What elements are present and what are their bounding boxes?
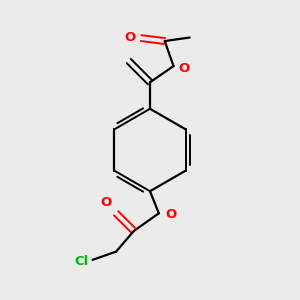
Text: O: O xyxy=(124,31,135,44)
Text: O: O xyxy=(179,62,190,75)
Text: Cl: Cl xyxy=(74,255,88,268)
Text: O: O xyxy=(165,208,177,221)
Text: O: O xyxy=(100,196,112,209)
